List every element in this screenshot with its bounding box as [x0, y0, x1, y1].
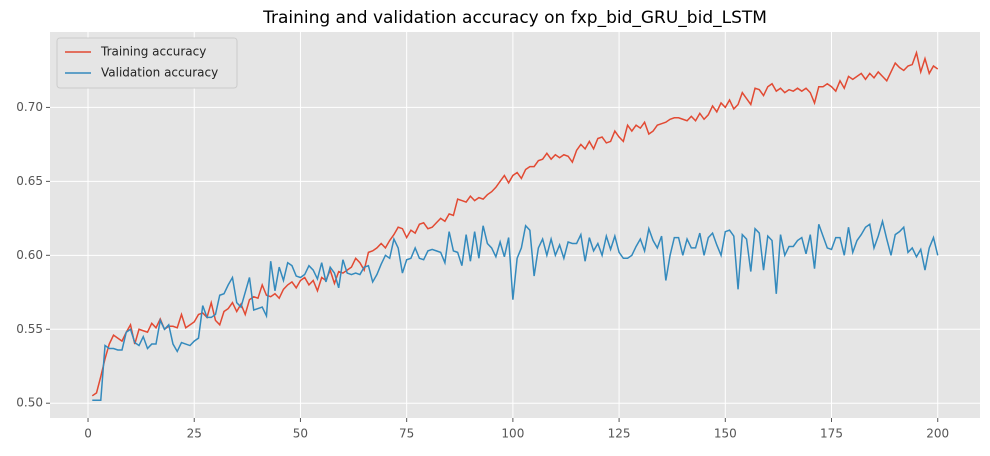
x-tick-label: 75 — [399, 427, 414, 441]
x-tick-label: 175 — [820, 427, 843, 441]
y-tick-label: 0.60 — [16, 248, 43, 262]
series-line — [92, 218, 939, 402]
x-tick-label: 50 — [293, 427, 308, 441]
x-tick-label: 25 — [187, 427, 202, 441]
legend-label: Training accuracy — [100, 45, 206, 59]
series-line — [91, 50, 939, 397]
x-tick-label: 100 — [501, 427, 524, 441]
legend-box — [56, 37, 238, 89]
y-tick-label: 0.65 — [16, 174, 43, 188]
y-tick-label: 0.55 — [16, 322, 43, 336]
x-tick-label: 125 — [608, 427, 631, 441]
plot-area — [50, 32, 980, 418]
chart-title: Training and validation accuracy on fxp_… — [262, 8, 767, 28]
x-tick-label: 0 — [84, 427, 92, 441]
x-tick-label: 150 — [714, 427, 737, 441]
legend-label: Validation accuracy — [101, 66, 218, 80]
y-tick-label: 0.50 — [16, 396, 43, 410]
y-tick-label: 0.70 — [16, 100, 43, 114]
x-tick-label: 200 — [926, 427, 949, 441]
